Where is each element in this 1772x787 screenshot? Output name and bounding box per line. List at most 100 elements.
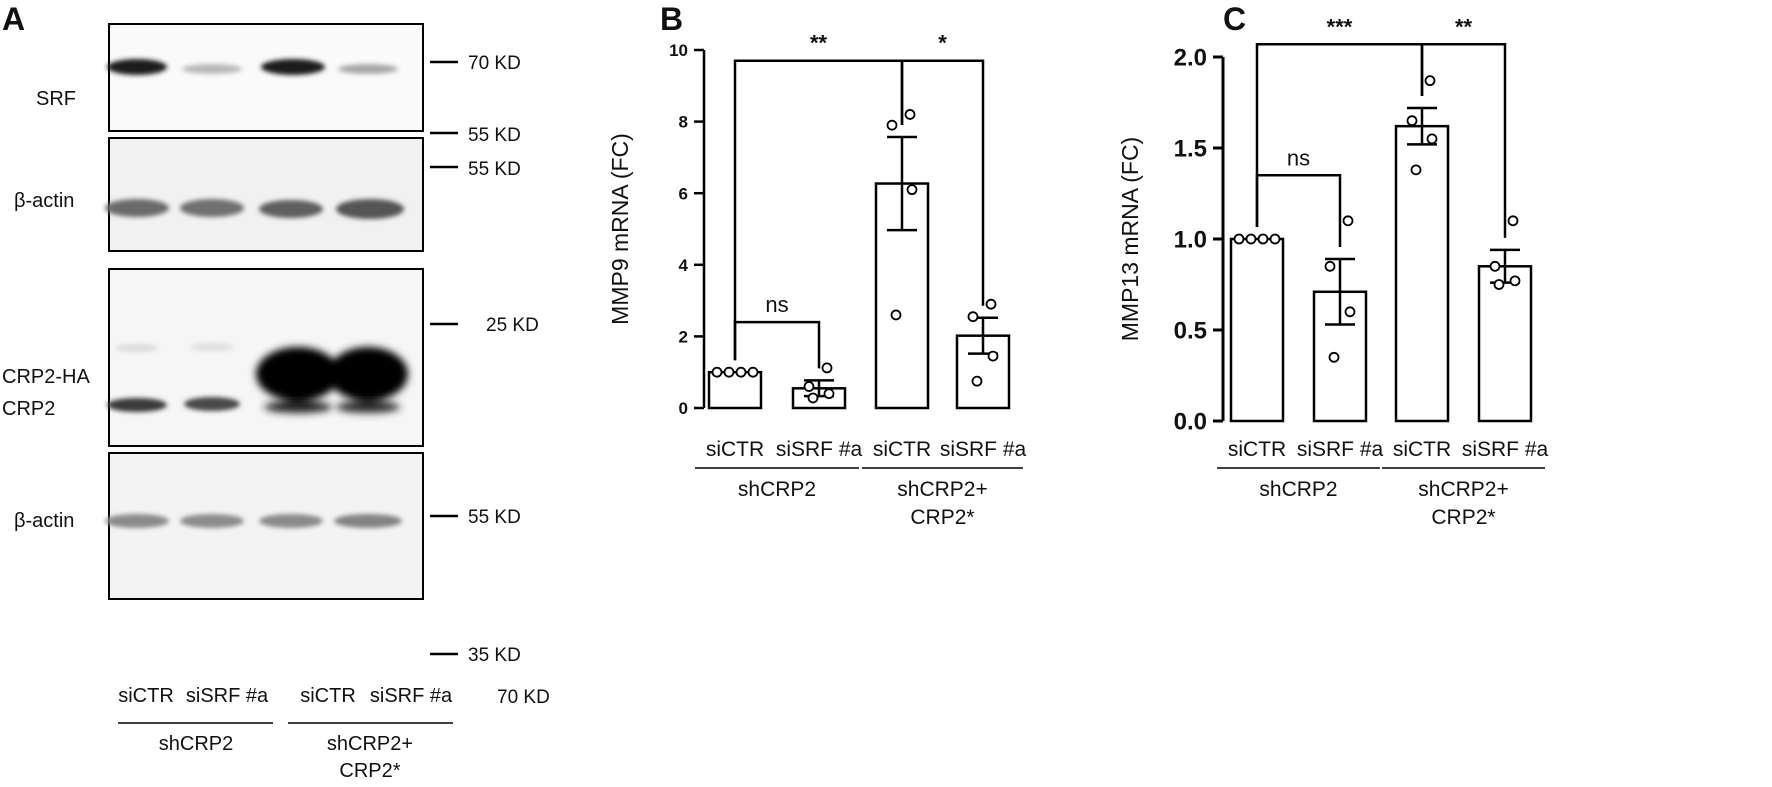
bar <box>707 370 763 410</box>
data-point <box>1493 279 1505 290</box>
data-point <box>906 184 918 196</box>
data-point <box>711 366 723 378</box>
data-point <box>803 381 815 392</box>
bar <box>1477 265 1533 423</box>
data-point <box>747 366 759 378</box>
data-point <box>971 375 983 387</box>
significance-label: ns <box>765 292 788 317</box>
y-tick-label: 8 <box>679 113 688 132</box>
data-point <box>985 298 997 310</box>
significance-label: ** <box>810 31 828 56</box>
group-label: CRP2* <box>1431 506 1495 529</box>
data-point <box>1257 233 1269 245</box>
group-label: shCRP2 <box>738 478 816 501</box>
group-label: CRP2* <box>339 760 400 782</box>
data-point <box>1406 115 1418 127</box>
category-label: siSRF #a <box>1297 438 1384 461</box>
panel-a-letter: A <box>2 1 25 37</box>
data-point <box>821 362 833 374</box>
mw-marker: 35 KD <box>468 645 521 666</box>
lane-label: siCTR <box>300 685 356 707</box>
group-label: shCRP2 <box>159 733 233 755</box>
data-point <box>987 350 999 362</box>
actin2-bands <box>105 514 402 528</box>
y-tick-label: 1.0 <box>1174 227 1207 254</box>
y-tick-label: 1.5 <box>1174 136 1207 163</box>
mw-marker: 25 KD <box>486 315 539 336</box>
data-point <box>1489 260 1501 272</box>
crp2-bands <box>107 343 240 412</box>
y-tick-label: 2.0 <box>1174 45 1207 72</box>
data-point <box>1342 215 1354 227</box>
significance-bracket <box>1420 43 1507 238</box>
blot-srf-frame <box>108 23 424 132</box>
data-point <box>1509 275 1521 287</box>
row-label-crp2: CRP2 <box>2 398 55 420</box>
category-label: siCTR <box>1393 438 1451 461</box>
data-point <box>1245 233 1257 245</box>
mw-marker: 55 KD <box>468 159 521 180</box>
y-tick-label: 0.0 <box>1174 409 1207 436</box>
mw-marker: 55 KD <box>468 507 521 528</box>
lane-label: siCTR <box>118 685 174 707</box>
bar <box>1394 124 1450 423</box>
data-point <box>886 119 898 131</box>
data-point <box>967 311 979 323</box>
data-point <box>807 392 819 404</box>
mw-marker: 55 KD <box>468 125 521 146</box>
data-point <box>1328 351 1340 363</box>
significance-label: ** <box>1455 14 1473 39</box>
data-point <box>1233 233 1245 245</box>
lane-label: siSRF #a <box>370 685 453 707</box>
data-point <box>1426 133 1438 145</box>
significance-bracket <box>900 59 985 306</box>
panel-c: C 0.0 0.5 1.0 1.5 2.0 MMP13 mRNA (FC) siCTR siS… <box>1117 1 1548 529</box>
srf-bands <box>107 59 398 75</box>
category-label: siCTR <box>706 438 764 461</box>
data-point <box>823 388 835 400</box>
significance-bracket <box>733 320 821 369</box>
panel-b-letter: B <box>660 1 683 37</box>
bar <box>955 334 1011 410</box>
significance-label: * <box>938 31 947 56</box>
y-tick-label: 6 <box>679 184 688 203</box>
y-tick-label: 2 <box>679 328 688 347</box>
mw-marker: 70 KD <box>468 53 521 74</box>
data-point <box>1507 215 1519 227</box>
y-tick-label: 0 <box>679 399 688 418</box>
category-label: siCTR <box>873 438 931 461</box>
blot-actin1-frame <box>108 137 424 252</box>
y-tick-label: 4 <box>679 256 689 275</box>
y-axis-label: MMP9 mRNA (FC) <box>607 133 633 325</box>
category-label: siSRF #a <box>940 438 1027 461</box>
category-label: siCTR <box>1228 438 1286 461</box>
group-label: CRP2* <box>910 506 974 529</box>
data-point <box>1424 75 1436 87</box>
bar <box>1229 237 1285 423</box>
chart-mmp13: 0.0 0.5 1.0 1.5 2.0 MMP13 mRNA (FC) siCTR siSRF… <box>1117 14 1548 529</box>
group-label: shCRP2+ <box>1418 478 1508 501</box>
chart-mmp9: 0 2 4 6 8 10 MMP9 mRNA (FC) siCTR siSRF #a siCTR s… <box>607 31 1026 529</box>
actin1-bands <box>105 199 404 219</box>
category-label: siSRF #a <box>776 438 863 461</box>
mw-marker: 70 KD <box>497 687 550 708</box>
significance-bracket <box>1255 174 1342 248</box>
data-point <box>1344 306 1356 318</box>
data-point <box>1410 164 1422 176</box>
row-label-actin2: β-actin <box>14 510 74 532</box>
panel-c-letter: C <box>1223 1 1246 37</box>
y-tick-label: 0.5 <box>1174 318 1207 345</box>
row-label-actin1: β-actin <box>14 190 74 212</box>
group-label: shCRP2+ <box>897 478 987 501</box>
panel-a: A <box>2 1 550 782</box>
mw-marker-ticks <box>430 60 458 656</box>
category-label: siSRF #a <box>1462 438 1549 461</box>
data-point <box>1324 260 1336 272</box>
significance-label: *** <box>1327 14 1353 39</box>
lane-label: siSRF #a <box>186 685 269 707</box>
group-label: shCRP2 <box>1259 478 1337 501</box>
data-point <box>904 109 916 120</box>
y-axis-label: MMP13 mRNA (FC) <box>1117 137 1143 341</box>
data-point <box>735 366 747 378</box>
